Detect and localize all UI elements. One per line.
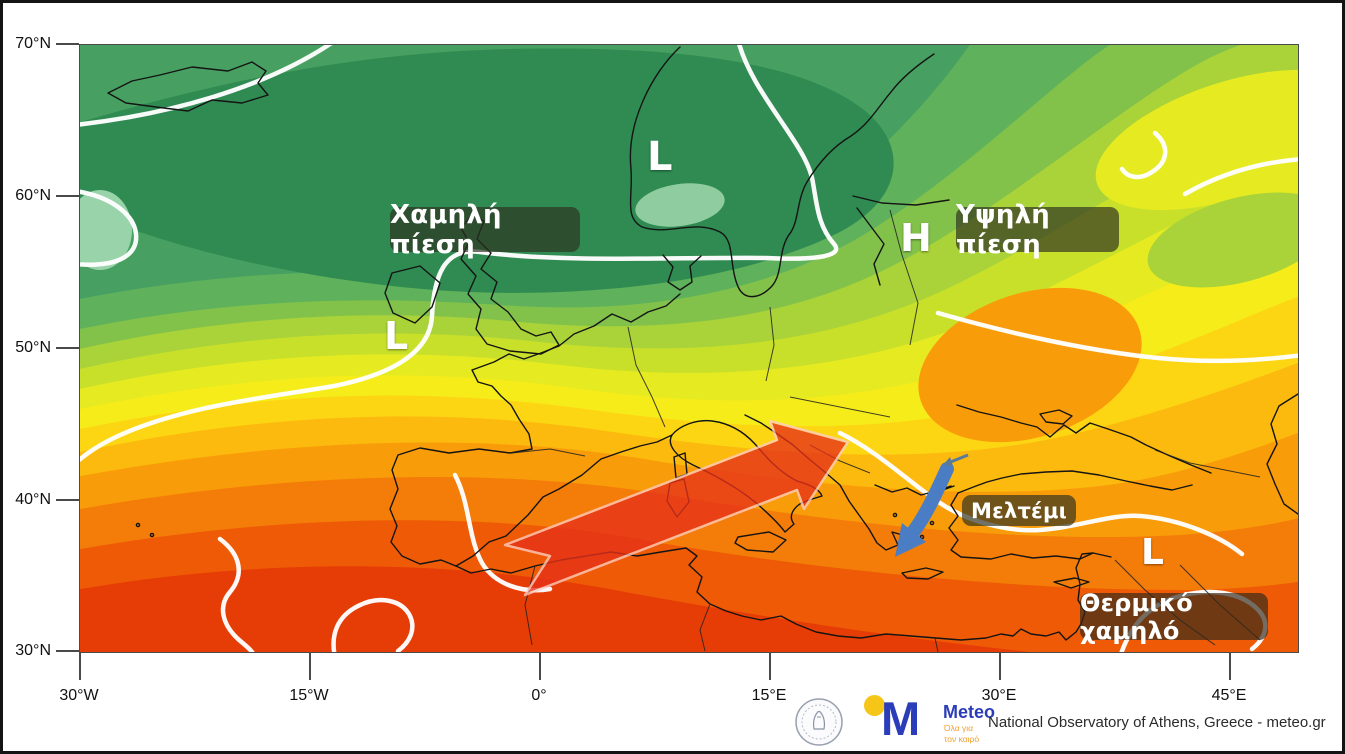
low-pressure-letter-norway: L bbox=[647, 134, 673, 180]
lon-label-30w: 30°W bbox=[59, 687, 99, 704]
low-pressure-letter-east: L bbox=[1141, 532, 1164, 573]
high-pressure-label: Υψηλή πίεση bbox=[956, 200, 1119, 260]
meltemi-blue-arrow bbox=[895, 453, 969, 557]
meteo-logo-monogram: M bbox=[881, 692, 921, 745]
lon-label-15e: 15°E bbox=[751, 687, 787, 704]
lon-label-0: 0° bbox=[531, 687, 547, 704]
lon-label-15w: 15°W bbox=[289, 687, 329, 704]
meteo-logo-dot bbox=[864, 695, 885, 716]
thermal-low-label: Θερμικό χαμηλό bbox=[1080, 589, 1268, 645]
low-pressure-label: Χαμηλή πίεση bbox=[390, 200, 580, 260]
low-pressure-letter-atlantic: L bbox=[384, 314, 409, 358]
lat-label-30n: 30°N bbox=[15, 642, 51, 659]
meteo-logo-tagline: Όλα για τον καιρό bbox=[944, 723, 979, 744]
noa-seal-logo bbox=[795, 698, 843, 746]
meteo-tagline-line2: τον καιρό bbox=[944, 733, 980, 744]
meteo-tagline-line1: Όλα για bbox=[944, 723, 974, 733]
meltemi-label: Μελτέμι bbox=[962, 495, 1076, 526]
lat-label-60n: 60°N bbox=[15, 187, 51, 204]
meteo-logo-name: Meteo bbox=[943, 702, 996, 722]
lat-label-40n: 40°N bbox=[15, 491, 51, 508]
lon-label-30e: 30°E bbox=[981, 687, 1017, 704]
temperature-bands bbox=[80, 45, 1298, 652]
temperature-field-map bbox=[80, 45, 1298, 652]
attribution-text: National Observatory of Athens, Greece -… bbox=[988, 714, 1326, 731]
map-plot-area bbox=[79, 44, 1299, 653]
warm-air-red-arrow bbox=[503, 419, 850, 597]
lat-label-50n: 50°N bbox=[15, 339, 51, 356]
pressure-contour-lines bbox=[80, 45, 1298, 652]
high-pressure-letter: H bbox=[900, 216, 932, 260]
lat-label-70n: 70°N bbox=[15, 35, 51, 52]
lon-label-45e: 45°E bbox=[1211, 687, 1247, 704]
